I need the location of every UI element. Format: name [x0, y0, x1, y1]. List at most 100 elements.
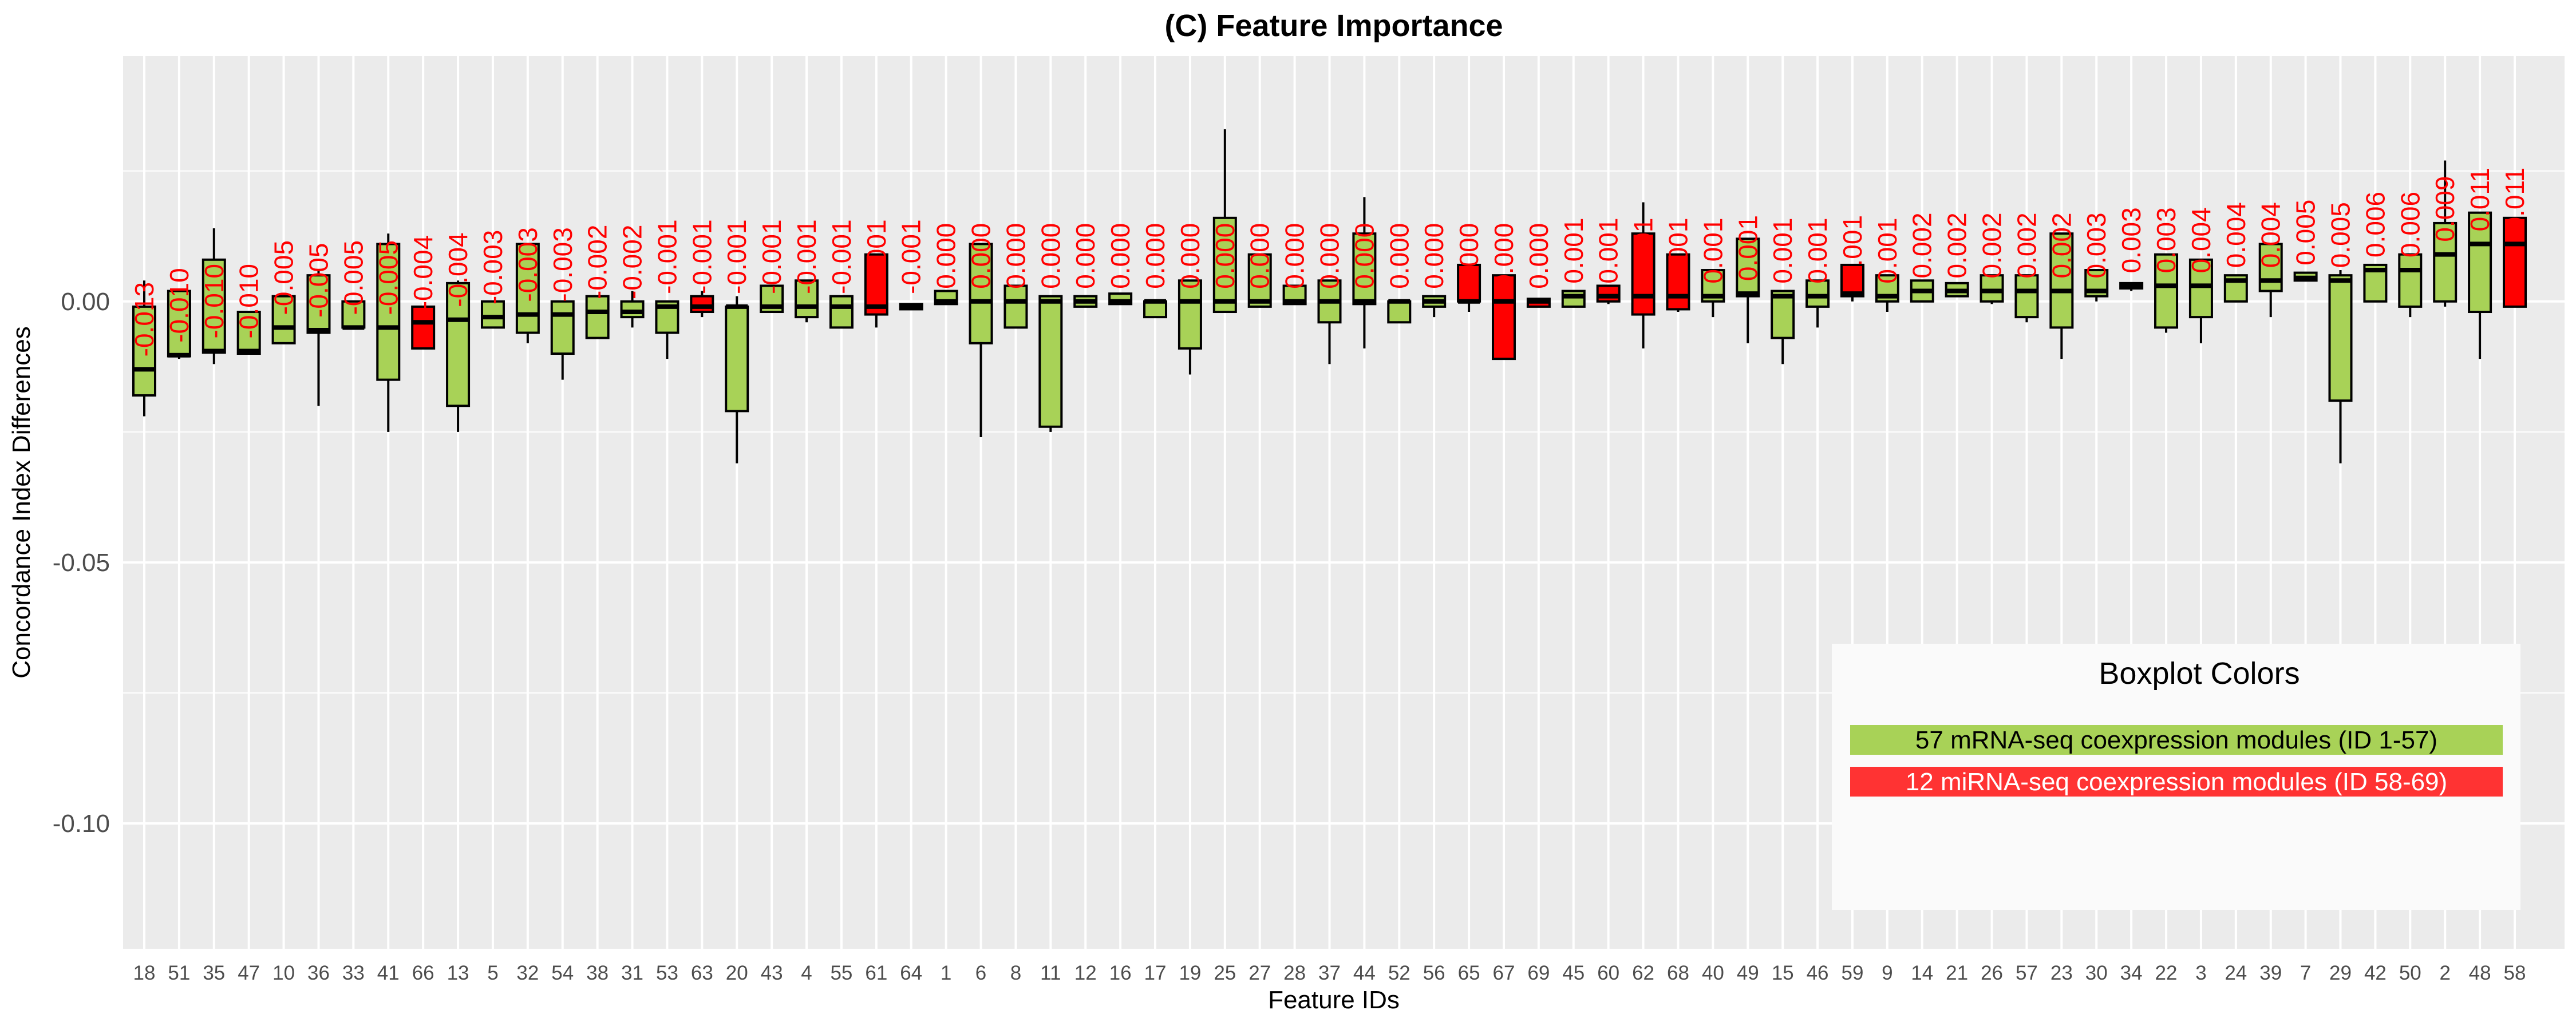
data-label-63: -0.001 — [687, 219, 717, 294]
data-label-54: -0.003 — [548, 227, 578, 302]
box — [271, 295, 296, 344]
boxplot-33 — [341, 300, 366, 330]
legend: Boxplot Colors 57 mRNA-seq coexpression … — [1832, 644, 2520, 910]
boxplot-20 — [725, 296, 749, 464]
box — [1736, 237, 1760, 298]
data-label-11: 0.000 — [1036, 223, 1065, 289]
box — [2014, 274, 2039, 319]
data-label-48: 0.011 — [2465, 168, 2495, 232]
x-tick-47: 47 — [238, 962, 260, 984]
x-tick-31: 31 — [621, 962, 643, 984]
boxplot-48 — [2468, 211, 2492, 359]
x-tick-28: 28 — [1283, 962, 1306, 984]
data-label-64: -0.001 — [896, 219, 926, 294]
box — [1212, 216, 1237, 314]
x-tick-60: 60 — [1597, 962, 1619, 984]
data-label-13: -0.004 — [443, 232, 473, 307]
box — [2258, 243, 2283, 292]
data-label-23: 0.002 — [2046, 212, 2076, 278]
box — [1352, 232, 1377, 306]
box — [1631, 232, 1656, 316]
x-tick-52: 52 — [1388, 962, 1411, 984]
boxplot-13 — [446, 280, 471, 432]
boxplot-12 — [1073, 295, 1098, 308]
boxplot-69 — [1526, 298, 1551, 308]
x-tick-45: 45 — [1562, 962, 1585, 984]
box — [202, 258, 226, 354]
data-label-5: -0.003 — [478, 230, 508, 304]
boxplot-21 — [1945, 282, 1969, 298]
x-tick-27: 27 — [1249, 962, 1271, 984]
grid-lines — [123, 56, 2565, 949]
data-label-3: 0.004 — [2186, 207, 2216, 273]
boxplot-46 — [1805, 279, 1830, 328]
data-label-28: 0.000 — [1280, 223, 1310, 289]
data-label-16: 0.000 — [1105, 223, 1135, 289]
box — [1805, 279, 1830, 308]
boxplot-1 — [934, 290, 958, 306]
boxplot-29 — [2328, 270, 2353, 464]
legend-title: Boxplot Colors — [2099, 656, 2300, 691]
x-tick-49: 49 — [1737, 962, 1759, 984]
boxplot-67 — [1491, 274, 1516, 360]
x-tick-17: 17 — [1144, 962, 1167, 984]
x-tick-2: 2 — [2439, 962, 2450, 984]
x-tick-10: 10 — [272, 962, 295, 984]
boxplot-61 — [864, 253, 888, 328]
x-tick-6: 6 — [975, 962, 986, 984]
data-label-41: -0.005 — [373, 240, 403, 315]
box — [585, 295, 610, 339]
boxplot-11 — [1038, 295, 1063, 432]
y-tick-label: -0.05 — [53, 549, 110, 577]
box — [1771, 290, 1795, 339]
data-label-47: -0.010 — [234, 264, 264, 338]
boxplot-41 — [376, 233, 401, 432]
x-tick-53: 53 — [656, 962, 678, 984]
boxplot-16 — [1108, 292, 1133, 306]
x-tick-20: 20 — [726, 962, 748, 984]
x-tick-65: 65 — [1458, 962, 1480, 984]
x-tick-66: 66 — [412, 962, 434, 984]
boxplot-43 — [760, 284, 784, 314]
boxplot-23 — [2049, 232, 2074, 359]
boxplot-26 — [1980, 274, 2004, 304]
x-tick-9: 9 — [1882, 962, 1893, 984]
x-tick-54: 54 — [551, 962, 574, 984]
box — [2328, 274, 2353, 402]
x-tick-13: 13 — [447, 962, 469, 984]
data-label-26: 0.002 — [1977, 212, 2007, 278]
data-label-65: 0.000 — [1454, 223, 1484, 289]
boxplot-68 — [1666, 253, 1690, 312]
y-axis-ticks: 0.00 -0.05 -0.10 — [53, 288, 110, 838]
boxplot-7 — [2293, 271, 2318, 282]
boxplot-19 — [1178, 279, 1202, 375]
data-label-15: 0.001 — [1768, 218, 1797, 284]
box — [1980, 274, 2004, 303]
box — [1666, 253, 1690, 311]
data-label-4: -0.001 — [792, 219, 821, 294]
boxplot-22 — [2154, 253, 2179, 333]
x-tick-51: 51 — [168, 962, 190, 984]
x-tick-35: 35 — [203, 962, 225, 984]
x-tick-12: 12 — [1074, 962, 1097, 984]
box — [1596, 284, 1621, 303]
boxplot-15 — [1771, 290, 1795, 365]
data-label-14: 0.002 — [1907, 212, 1937, 278]
box — [2154, 253, 2179, 329]
x-tick-69: 69 — [1527, 962, 1550, 984]
data-label-10: -0.005 — [269, 240, 299, 315]
data-label-18: -0.013 — [129, 282, 159, 356]
box — [1178, 279, 1202, 350]
box — [480, 300, 505, 329]
data-label-38: -0.002 — [583, 225, 613, 299]
x-tick-55: 55 — [830, 962, 852, 984]
x-tick-5: 5 — [487, 962, 498, 984]
x-tick-7: 7 — [2300, 962, 2311, 984]
data-label-36: -0.005 — [303, 243, 333, 318]
boxplot-25 — [1212, 129, 1237, 314]
x-tick-59: 59 — [1841, 962, 1863, 984]
data-label-58: 0.011 — [2500, 168, 2530, 232]
box — [1491, 274, 1516, 360]
data-label-49: 0.001 — [1733, 215, 1763, 281]
